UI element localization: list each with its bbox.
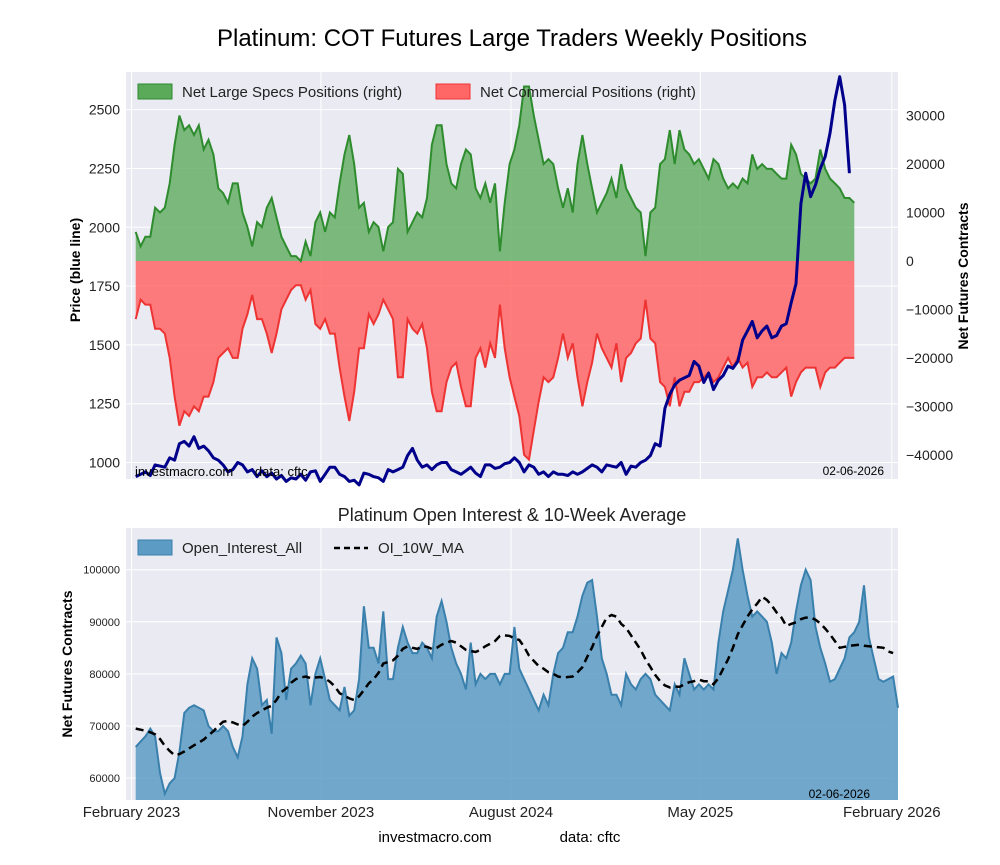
open-interest-tick-label: 90000 [89, 617, 120, 629]
open-interest-line [134, 538, 899, 797]
contracts-axis-ticks: −40000 −30000 −20000 −10000 0 10000 20000 30000 [906, 108, 953, 463]
date-axis-ticks: February 2023 November 2023 August 2024 May… [83, 804, 941, 821]
contracts-tick-label: −20000 [906, 350, 953, 366]
price-tick-label: 2500 [89, 102, 120, 118]
specs-area [135, 86, 855, 261]
specs-line [134, 85, 855, 263]
positions-lines [134, 75, 855, 487]
contracts-tick-label: 20000 [906, 156, 945, 172]
date-tick-label: May 2025 [667, 804, 733, 821]
open-interest-chart: Platinum Open Interest & 10-Week Average… [59, 505, 941, 821]
date-tick-label: February 2026 [843, 804, 941, 821]
price-axis-label: Price (blue line) [67, 218, 83, 322]
commercial-area [135, 261, 855, 460]
price-tick-label: 1500 [89, 337, 120, 353]
positions-legend: Net Large Specs Positions (right) Net Co… [137, 83, 696, 101]
footer-site: investmacro.com [378, 829, 491, 846]
contracts-tick-label: −40000 [906, 447, 953, 463]
date-tick-label: February 2023 [83, 804, 181, 821]
open-interest-axis-label: Net Futures Contracts [59, 590, 75, 737]
legend-label-specs: Net Large Specs Positions (right) [182, 84, 402, 101]
contracts-axis-label: Net Futures Contracts [955, 202, 971, 349]
positions-areas [135, 86, 855, 460]
open-interest-y-ticks: 60000 70000 80000 90000 100000 [83, 565, 120, 785]
legend-swatch-open-interest [137, 539, 173, 556]
watermark: investmacro.com data: cftc [135, 464, 308, 479]
price-tick-label: 2000 [89, 219, 120, 235]
main-title: Platinum: COT Futures Large Traders Week… [217, 25, 807, 52]
open-interest-date-label: 02-06-2026 [809, 787, 871, 801]
price-tick-label: 2250 [89, 161, 120, 177]
open-interest-tick-label: 70000 [89, 721, 120, 733]
legend-swatch-commercial [435, 83, 471, 100]
contracts-tick-label: −10000 [906, 301, 953, 317]
legend-label-open-interest: Open_Interest_All [182, 540, 302, 557]
open-interest-tick-label: 100000 [83, 565, 120, 577]
price-line [135, 75, 851, 487]
price-tick-label: 1250 [89, 396, 120, 412]
legend-label-commercial: Net Commercial Positions (right) [480, 84, 696, 101]
contracts-tick-label: 10000 [906, 205, 945, 221]
open-interest-tick-label: 80000 [89, 669, 120, 681]
open-interest-title: Platinum Open Interest & 10-Week Average [338, 505, 687, 525]
contracts-tick-label: 30000 [906, 108, 945, 124]
price-axis-ticks: 1000 1250 1500 1750 2000 2250 2500 [89, 102, 120, 471]
open-interest-lines [134, 538, 899, 797]
positions-chart: 1000 1250 1500 1750 2000 2250 2500 −40000 −3000… [67, 72, 971, 487]
contracts-tick-label: −30000 [906, 398, 953, 414]
price-tick-label: 1750 [89, 278, 120, 294]
open-interest-legend: Open_Interest_All OI_10W_MA [137, 539, 464, 557]
legend-label-moving-average: OI_10W_MA [378, 540, 464, 557]
legend-swatch-specs [137, 83, 173, 100]
open-interest-area [135, 538, 898, 800]
open-interest-tick-label: 60000 [89, 773, 120, 785]
open-interest-areas [135, 538, 898, 800]
contracts-tick-label: 0 [906, 253, 914, 269]
price-tick-label: 1000 [89, 455, 120, 471]
date-tick-label: August 2024 [469, 804, 553, 821]
moving-average-line [135, 595, 894, 757]
date-label: 02-06-2026 [823, 464, 885, 478]
footer-data-source: data: cftc [560, 829, 621, 846]
date-tick-label: November 2023 [268, 804, 375, 821]
